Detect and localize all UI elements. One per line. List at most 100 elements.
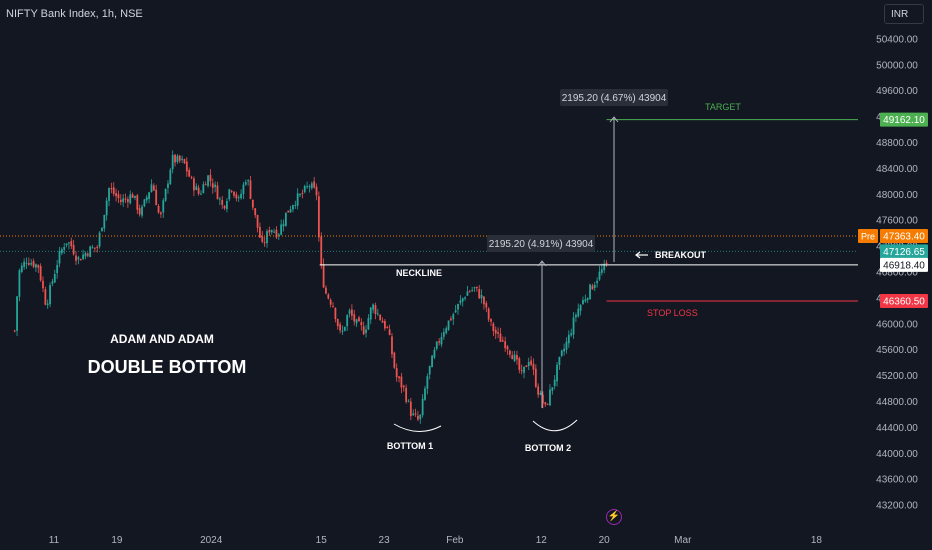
candle-body: [322, 264, 325, 288]
candle-body: [39, 266, 42, 281]
y-tick-label: 50400.00: [876, 34, 918, 45]
candle-body: [46, 303, 49, 306]
x-tick-label: Feb: [446, 535, 464, 546]
y-tick-label: 44000.00: [876, 449, 918, 460]
candle-body: [391, 336, 393, 355]
candle-body: [197, 187, 200, 194]
candle-body: [159, 212, 162, 215]
candle-body: [572, 317, 575, 335]
candle-body: [532, 363, 535, 370]
candle-body: [79, 259, 82, 261]
candle-body: [115, 193, 117, 197]
symbol-header: NIFTY Bank Index, 1h, NSE: [6, 8, 143, 20]
candle-body: [402, 385, 405, 388]
candle-body: [263, 242, 266, 244]
candle-body: [494, 329, 497, 334]
candle-body: [308, 186, 311, 188]
candle-body: [603, 263, 606, 270]
y-tick-label: 50000.00: [876, 60, 918, 71]
candle-body: [468, 291, 471, 293]
candle-body: [244, 182, 247, 185]
candle-body: [209, 174, 212, 182]
candle-body: [171, 155, 174, 170]
breakout-arrowhead: [635, 251, 641, 259]
candle-body: [23, 261, 26, 268]
candle-body: [379, 314, 382, 320]
candle-body: [292, 205, 294, 210]
candle-body: [216, 185, 219, 200]
y-tick-label: 45200.00: [876, 371, 918, 382]
candle-body: [374, 305, 377, 314]
candle-body: [457, 303, 459, 310]
candle-body: [181, 158, 184, 160]
candle-body: [251, 199, 254, 208]
candle-body: [414, 413, 417, 415]
candle-body: [134, 195, 136, 198]
measure-2[interactable]: 2195.20 (4.67%) 43904: [560, 89, 668, 262]
measure-1-label: 2195.20 (4.91%) 43904: [489, 239, 594, 250]
candle-body: [164, 188, 167, 201]
x-tick-label: 15: [316, 535, 328, 546]
candle-body: [35, 264, 37, 268]
candle-body: [409, 401, 412, 417]
candle-body: [381, 320, 384, 323]
author-label: ADAM AND ADAM: [110, 332, 214, 346]
last-price-label-box: [880, 244, 928, 259]
candle-body: [136, 195, 139, 210]
y-tick-label: 46000.00: [876, 319, 918, 330]
candle-body: [53, 274, 56, 283]
candle-body: [37, 264, 40, 268]
candle-body: [235, 194, 238, 199]
candle-body: [211, 183, 214, 188]
y-tick-label: 45600.00: [876, 345, 918, 356]
candle-body: [600, 269, 603, 273]
candle-body: [126, 199, 129, 203]
currency-button[interactable]: INR: [884, 4, 924, 24]
candle-body: [266, 231, 268, 244]
lightning-icon[interactable]: ⚡: [606, 509, 622, 525]
price-labels: 49162.10 Pre 47363.40 47126.65 46918.40 46360…: [858, 112, 928, 308]
candle-body: [431, 355, 433, 368]
candle-body: [454, 310, 457, 313]
candle-body: [327, 294, 330, 299]
candle-body: [461, 298, 464, 302]
candle-body: [131, 194, 134, 198]
candle-body: [527, 362, 530, 367]
measure-1[interactable]: 2195.20 (4.91%) 43904: [487, 235, 595, 408]
candle-body: [343, 326, 346, 331]
candle-body: [325, 287, 327, 294]
candle-body: [178, 155, 181, 161]
candle-body: [485, 303, 488, 308]
candle-body: [490, 319, 492, 322]
candle-body: [84, 253, 87, 257]
candle-body: [341, 330, 344, 332]
x-axis-ticks: 11 19 2024 15 23 Feb 12 20 Mar 18: [49, 535, 823, 546]
candle-body: [563, 348, 566, 352]
x-tick-label: 23: [379, 535, 391, 546]
pattern-title: DOUBLE BOTTOM: [88, 357, 247, 377]
candle-body: [353, 314, 356, 322]
candle-body: [567, 334, 570, 344]
candle-body: [138, 208, 141, 215]
candle-body: [473, 287, 476, 289]
candle-body: [294, 204, 297, 206]
pre-price-label-box: [880, 229, 928, 244]
y-tick-label: 46800.00: [876, 268, 918, 279]
x-tick-label: 12: [536, 535, 548, 546]
candle-body: [72, 245, 75, 255]
candle-body: [282, 223, 285, 227]
candle-body: [108, 188, 110, 201]
breakout-label: BREAKOUT: [655, 250, 707, 260]
candle-body: [433, 349, 436, 358]
candle-body: [544, 402, 547, 405]
level-lines: [0, 119, 858, 302]
candle-body: [169, 169, 172, 185]
candle-body: [221, 200, 224, 205]
candle-body: [513, 354, 516, 361]
pre-price-label-text: 47363.40: [883, 232, 925, 243]
candle-body: [13, 330, 16, 332]
candle-body: [523, 366, 525, 373]
candle-body: [70, 241, 73, 247]
